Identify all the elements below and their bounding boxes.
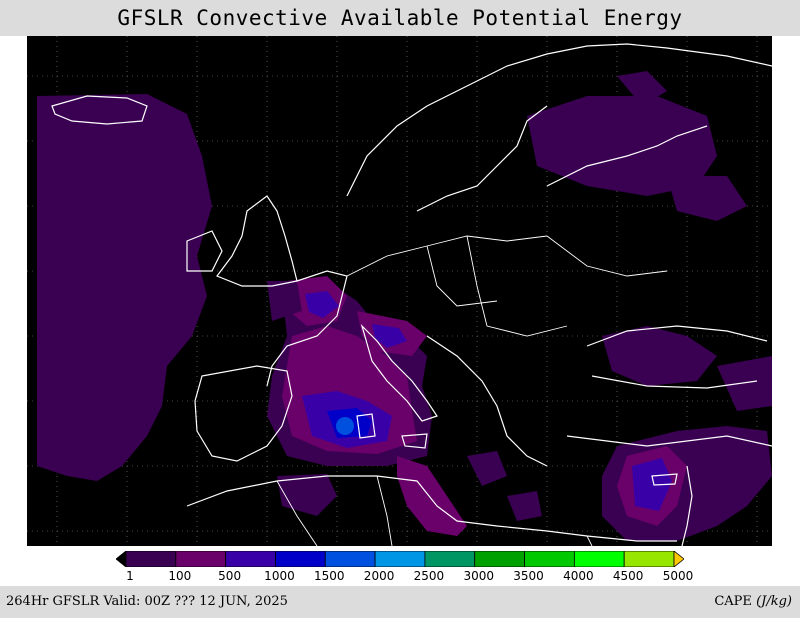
colorbar-label: 1 [126, 569, 134, 583]
border-central [346, 235, 548, 277]
colorbar-swatch [324, 551, 376, 567]
units-name: CAPE [714, 594, 752, 609]
coast-cyprus [651, 473, 678, 486]
border-africa [276, 475, 593, 546]
cape-area-balkans [467, 451, 507, 486]
coast-balkans [426, 335, 548, 467]
coast-turkey-south [566, 435, 772, 447]
cape-area-blacksea [717, 356, 772, 411]
map-panel[interactable] [27, 36, 772, 546]
colorbar-label: 2500 [413, 569, 445, 583]
colorbar-label: 2000 [363, 569, 395, 583]
colorbar-labels: 1 100 500 1000 1500 2000 2500 3000 3500 4000 4500 5… [0, 569, 800, 585]
colorbar-swatch [424, 551, 476, 567]
cape-area-baltic [527, 96, 717, 196]
border-east [466, 235, 568, 337]
colorbar-swatch [125, 551, 177, 567]
coast-france [266, 270, 348, 387]
colorbar-swatch [275, 551, 326, 567]
colorbar-swatch [116, 551, 127, 567]
coast-finland [546, 125, 708, 187]
cape-area-france [267, 281, 302, 321]
coast-britain [216, 195, 298, 287]
coast-italy [360, 323, 438, 422]
colorbar-swatch [623, 551, 675, 567]
coast-iberia [194, 365, 293, 462]
colorbar-swatch [573, 551, 625, 567]
colorbar-label: 100 [168, 569, 192, 583]
valid-time-label: 264Hr GFSLR Valid: 00Z ??? 12 JUN, 2025 [6, 594, 288, 609]
border-ukraine [546, 235, 668, 277]
coast-sweden [416, 105, 548, 212]
cape-area-emed-core [632, 458, 672, 511]
colorbar-label: 1000 [264, 569, 295, 583]
coast-sardinia [356, 413, 376, 439]
cape-area-atlantic [37, 94, 212, 481]
coast-levant [681, 465, 693, 546]
cape-colorbar [116, 551, 684, 567]
colorbar-swatch [474, 551, 525, 567]
units-label: CAPE (J/kg) [714, 594, 792, 609]
cape-area-wmed-peak [336, 417, 354, 435]
coast-blacksea [586, 325, 768, 347]
border-poland [426, 245, 498, 307]
colorbar-label: 3000 [463, 569, 494, 583]
cape-area-alps-core [305, 291, 339, 318]
cape-area-finland [617, 71, 667, 106]
cape-map[interactable] [27, 36, 772, 546]
cape-shading [37, 71, 772, 541]
colorbar-label: 3500 [513, 569, 544, 583]
colorbar-label: 1500 [313, 569, 345, 583]
units-value: (J/kg) [756, 594, 792, 609]
coastlines [51, 43, 772, 546]
coast-norway [346, 43, 772, 197]
title-bar: GFSLR Convective Available Potential Ene… [0, 0, 800, 36]
cape-area-greece [507, 491, 542, 521]
cape-area-nafrica-west [277, 474, 337, 516]
cape-area-turkey [602, 326, 717, 386]
colorbar-label: 5000 [662, 569, 694, 583]
colorbar-label: 4000 [563, 569, 594, 583]
cape-area-atlantic-east [57, 356, 122, 401]
coast-blacksea-south [591, 375, 758, 389]
cape-area-russia-nw [667, 176, 747, 221]
cape-area-nafrica [397, 456, 467, 536]
colorbar-swatch [225, 551, 276, 567]
colorbar-swatch [175, 551, 227, 567]
colorbar-swatch [673, 551, 684, 567]
colorbar-label: 4500 [612, 569, 644, 583]
footer-bar: 264Hr GFSLR Valid: 00Z ??? 12 JUN, 2025 … [0, 586, 800, 618]
map-title: GFSLR Convective Available Potential Ene… [117, 6, 683, 30]
cape-area-italy-core [372, 324, 407, 348]
colorbar-swatch [524, 551, 575, 567]
coast-iceland [51, 95, 148, 125]
colorbar-swatch [374, 551, 426, 567]
colorbar-label: 500 [218, 569, 242, 583]
coast-sicily [401, 433, 428, 449]
coast-ireland [186, 230, 223, 272]
